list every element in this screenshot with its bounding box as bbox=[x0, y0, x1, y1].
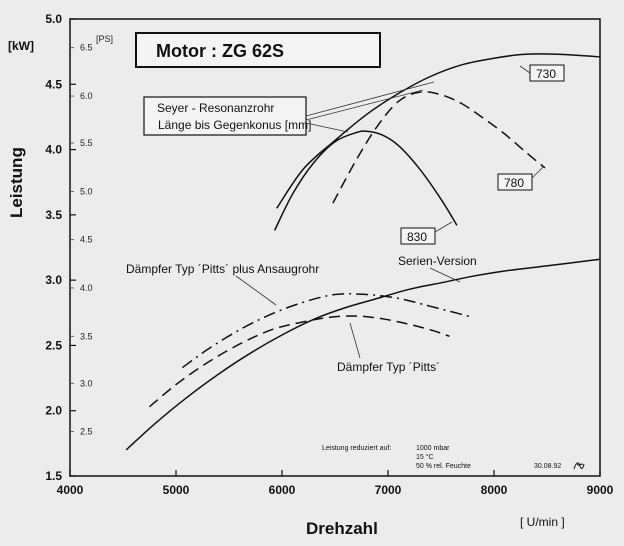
x-tick-label: 5000 bbox=[163, 483, 190, 497]
series-line-serien-version bbox=[125, 258, 601, 451]
label-pitts: Dämpfer Typ ´Pitts´ bbox=[337, 360, 440, 374]
title-box bbox=[135, 32, 381, 68]
ps-tick-label: 6.0 bbox=[80, 91, 93, 101]
y-tick-label: 2.0 bbox=[45, 404, 62, 418]
series-line-d-mpfer-typ-pitts bbox=[149, 315, 450, 408]
note-pressure: 1000 mbar bbox=[416, 445, 450, 452]
x-tick-label: 9000 bbox=[587, 483, 614, 497]
y-axis-title: Leistung bbox=[7, 147, 26, 218]
ps-tick-label: 4.0 bbox=[80, 283, 93, 293]
leader-pitts-plus bbox=[235, 275, 277, 306]
ps-tick-label: 4.5 bbox=[80, 235, 93, 245]
label-780: 780 bbox=[504, 176, 524, 190]
y-tick-label: 5.0 bbox=[45, 12, 62, 26]
leader-serien bbox=[429, 267, 461, 283]
x-axis-title: Drehzahl bbox=[306, 519, 378, 538]
note-temperature: 15 °C bbox=[416, 453, 434, 461]
leader-box-730 bbox=[519, 65, 531, 74]
label-box-780 bbox=[497, 173, 533, 191]
leader-box-830 bbox=[434, 221, 453, 233]
ps-tick-label: 5.5 bbox=[80, 138, 93, 148]
leader-780 bbox=[305, 89, 424, 121]
x-tick-label: 6000 bbox=[269, 483, 296, 497]
ps-tick-label: 3.5 bbox=[80, 331, 93, 341]
label-box-830 bbox=[400, 227, 436, 245]
note-label: Leistung reduziert auf: bbox=[322, 445, 391, 452]
ps-tick-label: 6.5 bbox=[80, 43, 93, 53]
series-line-d-mpfer-typ-pitts-plus-ansaugrohr bbox=[181, 293, 471, 369]
y2-unit-label: [PS] bbox=[96, 34, 113, 44]
y-tick-label: 3.5 bbox=[45, 208, 62, 222]
resonance-box bbox=[143, 96, 307, 136]
series-line-830 bbox=[273, 130, 458, 231]
y-tick-label: 2.5 bbox=[45, 338, 62, 352]
chart-title: Motor : ZG 62S bbox=[156, 41, 284, 61]
label-serien: Serien-Version bbox=[398, 254, 477, 268]
resonance-subtitle: Länge bis Gegenkonus [mm] bbox=[158, 118, 311, 132]
label-pitts-plus: Dämpfer Typ ´Pitts´ plus Ansaugrohr bbox=[126, 262, 319, 276]
y-tick-label: 4.5 bbox=[45, 77, 62, 91]
ps-tick-label: 5.0 bbox=[80, 186, 93, 196]
x-tick-label: 7000 bbox=[375, 483, 402, 497]
leader-830 bbox=[305, 122, 349, 133]
x-tick-label: 4000 bbox=[57, 483, 84, 497]
note-humidity: 50 % rel. Feuchte bbox=[416, 463, 471, 470]
ps-tick-label: 2.5 bbox=[80, 427, 93, 437]
y-unit-label: [kW] bbox=[8, 39, 34, 53]
plot-frame bbox=[69, 18, 601, 477]
y-tick-label: 4.0 bbox=[45, 143, 62, 157]
series-line-780 bbox=[332, 91, 546, 204]
leader-730 bbox=[305, 81, 435, 117]
series-line-730 bbox=[276, 53, 601, 209]
ps-tick-label: 3.0 bbox=[80, 378, 93, 388]
y-tick-label: 3.0 bbox=[45, 273, 62, 287]
leader-box-780 bbox=[531, 165, 545, 179]
y-tick-label: 1.5 bbox=[45, 469, 62, 483]
leader-pitts bbox=[349, 322, 361, 359]
label-730: 730 bbox=[536, 67, 556, 81]
signature-mark bbox=[573, 462, 585, 470]
date-label: 30.08.92 bbox=[534, 463, 561, 470]
x-unit-label: [ U/min ] bbox=[520, 515, 565, 529]
x-tick-label: 8000 bbox=[481, 483, 508, 497]
label-830: 830 bbox=[407, 230, 427, 244]
resonance-title: Seyer - Resonanzrohr bbox=[157, 101, 274, 115]
